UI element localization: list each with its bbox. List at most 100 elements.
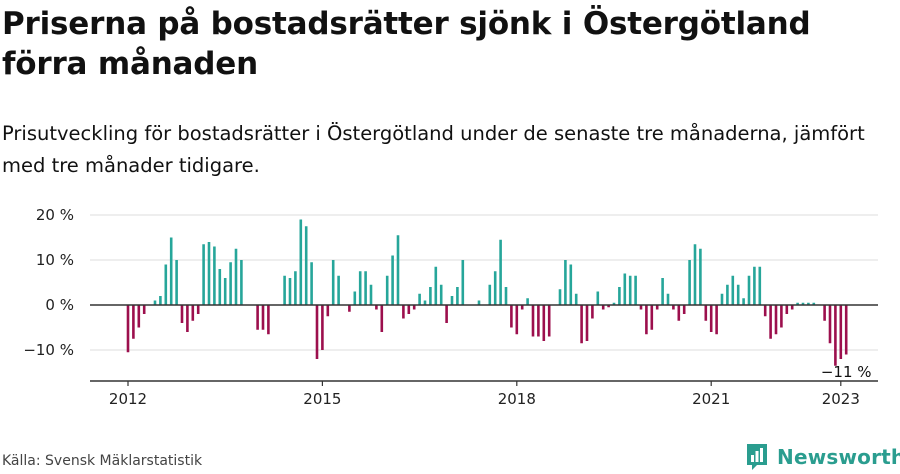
x-tick-label: 2012 [109, 390, 147, 408]
bar [375, 305, 378, 310]
bar [731, 275, 735, 305]
bar [180, 305, 184, 323]
bar [229, 262, 232, 305]
bar [429, 287, 432, 305]
bar-chart: 20 % 10 % 0 % −10 % 2012 2015 2018 2021 2023 −11 … [23, 206, 878, 408]
bar [283, 275, 286, 305]
bar [844, 305, 848, 355]
bar [267, 305, 270, 335]
bar [385, 275, 389, 305]
bar [159, 296, 162, 305]
bar [628, 275, 632, 305]
bar [677, 305, 681, 321]
bar [763, 305, 767, 317]
bar [591, 305, 594, 319]
bar [720, 293, 724, 305]
bar [499, 239, 502, 305]
x-tick-label: 2023 [822, 390, 860, 408]
axes [90, 304, 878, 386]
bar [558, 289, 562, 305]
bar [623, 273, 627, 305]
bar [580, 305, 583, 344]
bar [288, 278, 292, 305]
bar [747, 275, 751, 305]
source-note: Källa: Svensk Mäklarstatistik [2, 453, 203, 469]
bar [704, 305, 708, 321]
y-tick-label: 20 % [36, 206, 74, 224]
bar [353, 291, 357, 305]
bar [823, 305, 826, 321]
bar [153, 300, 157, 305]
chart-subtitle: Prisutveckling för bostadsrätter i Öster… [2, 122, 865, 177]
bar [456, 287, 459, 305]
bar [412, 305, 416, 310]
bar [445, 305, 448, 323]
bar [639, 305, 643, 310]
bar [790, 305, 794, 310]
bar [364, 271, 367, 305]
bar [526, 298, 529, 305]
bar [186, 305, 189, 332]
bar [369, 284, 373, 305]
bar [666, 293, 670, 305]
bar [348, 305, 351, 312]
bar [142, 305, 146, 314]
bar [310, 262, 313, 305]
bar [396, 235, 400, 305]
bar [693, 244, 697, 305]
bar [294, 271, 297, 305]
bar [234, 248, 238, 305]
bar [196, 305, 200, 314]
bar [618, 287, 621, 305]
bar [542, 305, 546, 341]
bar [191, 305, 195, 321]
bar [753, 266, 756, 305]
bar [612, 302, 616, 305]
bar [477, 300, 481, 305]
bar [423, 300, 427, 305]
bar [418, 293, 421, 305]
bar [661, 278, 664, 305]
y-tick-label: −10 % [23, 341, 74, 359]
bar [812, 302, 816, 305]
bar [828, 305, 832, 344]
bar [796, 302, 799, 305]
bar [169, 237, 173, 305]
bar [569, 264, 573, 305]
bar [742, 298, 745, 305]
last-value-annotation: −11 % [821, 363, 872, 381]
bar [391, 255, 394, 305]
bar [699, 248, 702, 305]
chart-title: Priserna på bostadsrätter sjönk i Österg… [2, 6, 811, 82]
brand-logo-block[interactable]: Newsworthy [745, 440, 900, 474]
bar [596, 291, 600, 305]
bar [531, 305, 535, 337]
bar [261, 305, 265, 330]
bar [510, 305, 513, 328]
y-tick-label: 0 % [45, 296, 74, 314]
bar [240, 260, 243, 305]
bar [504, 287, 508, 305]
bar [132, 305, 135, 339]
bar [736, 284, 740, 305]
bar [758, 266, 762, 305]
bar [175, 260, 178, 305]
bar [137, 305, 141, 328]
labels: 20 % 10 % 0 % −10 % 2012 2015 2018 2021 2023 −11 … [23, 206, 871, 408]
bar [780, 305, 783, 328]
bar [634, 275, 637, 305]
bar [218, 269, 222, 305]
bar [515, 305, 519, 335]
x-tick-label: 2015 [303, 390, 341, 408]
bar [601, 305, 605, 310]
gridlines [90, 214, 878, 351]
bar [645, 305, 648, 335]
bars [126, 219, 848, 366]
y-tick-label: 10 % [36, 251, 74, 269]
bar [785, 305, 789, 314]
bar [493, 271, 497, 305]
bar [358, 271, 362, 305]
bar [801, 302, 805, 305]
bar [769, 305, 772, 339]
bar [223, 278, 227, 305]
